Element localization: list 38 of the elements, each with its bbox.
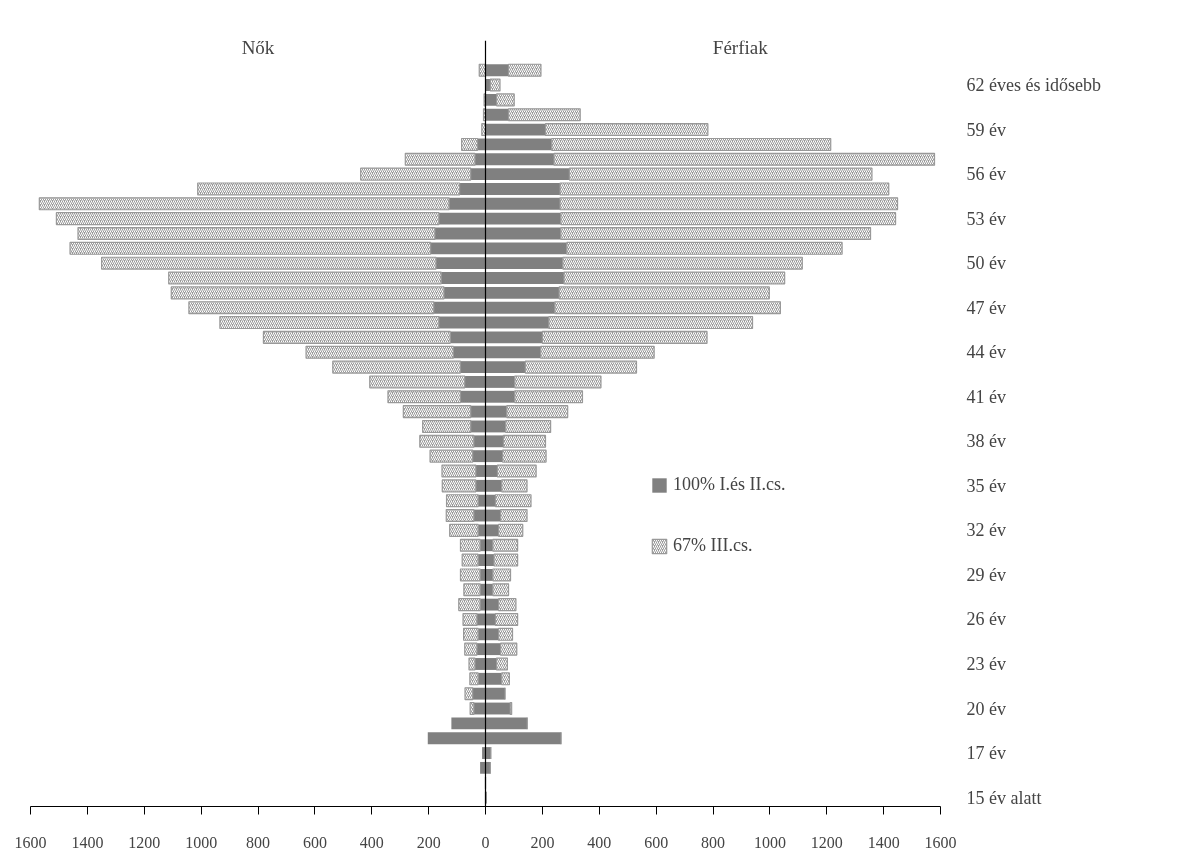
y-tick-label: 23 év xyxy=(966,653,1006,674)
y-tick-label: 44 év xyxy=(966,342,1006,363)
x-tick-label: 800 xyxy=(701,833,725,851)
x-tick-label: 0 xyxy=(481,833,490,851)
x-tick-label: 200 xyxy=(416,833,441,851)
y-tick-label: 35 év xyxy=(966,475,1006,496)
legend-label: 67% III.cs. xyxy=(673,535,753,556)
legend-label: 100% I.és II.cs. xyxy=(673,474,786,495)
y-tick-label: 29 év xyxy=(966,564,1006,585)
x-tick-label: 400 xyxy=(587,833,612,851)
y-tick-label: 17 év xyxy=(966,743,1006,764)
y-tick-label: 50 év xyxy=(966,253,1006,274)
x-tick-label: 1000 xyxy=(185,833,218,851)
y-tick-label: 53 év xyxy=(966,208,1006,229)
x-tick-label: 600 xyxy=(302,833,327,851)
x-tick-label: 1200 xyxy=(128,833,161,851)
y-tick-label: 20 év xyxy=(966,698,1006,719)
x-tick-label: 1600 xyxy=(14,833,47,851)
x-tick-label: 1000 xyxy=(753,833,786,851)
x-tick-label: 600 xyxy=(644,833,669,851)
y-tick-label: 38 év xyxy=(966,431,1006,452)
x-tick-label: 1400 xyxy=(71,833,104,851)
x-tick-label: 800 xyxy=(246,833,270,851)
x-tick-label: 1400 xyxy=(867,833,900,851)
text: Nők xyxy=(241,37,275,59)
y-tick-label: 59 év xyxy=(966,119,1006,140)
text: Férfiak xyxy=(712,37,769,59)
x-tick-label: 200 xyxy=(530,833,555,851)
y-tick-label: 56 év xyxy=(966,164,1006,185)
y-tick-label: 62 éves és idősebb xyxy=(966,75,1101,96)
y-tick-label: 26 év xyxy=(966,609,1006,630)
x-tick-label: 1200 xyxy=(810,833,843,851)
y-tick-label: 32 év xyxy=(966,520,1006,541)
y-tick-label: 41 év xyxy=(966,386,1006,407)
x-tick-label: 1600 xyxy=(924,833,957,851)
y-tick-label: 15 év alatt xyxy=(966,787,1042,808)
y-tick-label: 47 év xyxy=(966,297,1006,318)
x-tick-label: 400 xyxy=(359,833,384,851)
